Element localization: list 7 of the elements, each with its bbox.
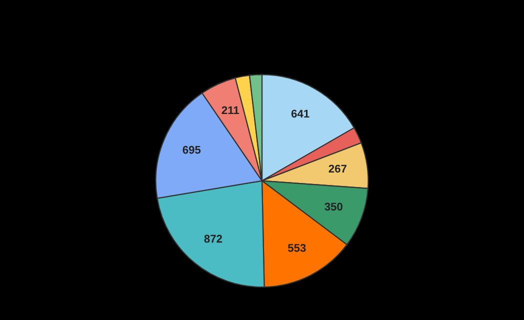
data-label: 350 [324, 202, 342, 211]
data-label: 211 [222, 106, 240, 114]
data-label: 872 [204, 234, 222, 243]
data-label: 553 [288, 244, 306, 252]
data-label: 267 [328, 164, 346, 173]
data-label: 695 [182, 146, 201, 154]
data-label: 641 [291, 110, 310, 118]
